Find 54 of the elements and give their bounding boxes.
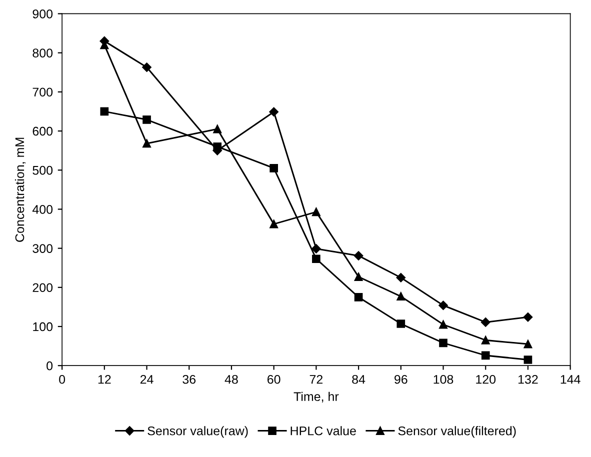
point (100, 107, 109, 116)
point (312, 244, 321, 254)
x-tick-label: 108 (434, 374, 454, 384)
y-axis-title: Concentration, mM (14, 138, 26, 242)
x-tick-label: 48 (224, 374, 238, 384)
point (439, 338, 448, 348)
point (142, 139, 151, 148)
point (142, 116, 151, 124)
legend-label: Sensor value(filtered) (398, 426, 516, 438)
point (439, 320, 448, 329)
x-tick-label: 36 (182, 374, 196, 384)
y-tick-label: 500 (32, 166, 53, 175)
point (213, 124, 222, 134)
point (524, 340, 532, 348)
x-tick-label: 12 (98, 374, 111, 384)
y-tick-label: 400 (32, 205, 53, 214)
point (270, 220, 278, 228)
x-tick-label: 144 (560, 375, 580, 384)
y-tick-label: 700 (32, 88, 53, 97)
x-tick-label: 96 (394, 374, 408, 384)
point (269, 107, 278, 116)
point (480, 318, 490, 327)
point (312, 208, 320, 216)
point (354, 293, 363, 302)
legend-label: HPLC value (290, 426, 356, 436)
point (270, 164, 278, 172)
x-tick-label: 120 (476, 374, 496, 384)
legend-label: Sensor value(raw) (148, 426, 248, 438)
point (523, 312, 533, 322)
y-tick-label: 900 (32, 10, 53, 18)
point (396, 320, 406, 328)
point (481, 336, 490, 344)
x-tick-label: 24 (140, 374, 154, 384)
point (481, 351, 490, 360)
point (354, 272, 363, 282)
point (438, 300, 448, 310)
point (524, 356, 532, 364)
y-tick-label: 100 (33, 322, 53, 332)
y-tick-label: 600 (32, 126, 53, 136)
x-tick-label: 132 (518, 374, 538, 384)
x-tick-label: 60 (268, 374, 280, 384)
point (142, 62, 152, 72)
point (396, 292, 406, 301)
x-tick-label: 72 (310, 374, 323, 384)
y-tick-label: 200 (32, 283, 53, 292)
x-axis-title: Time, hr (294, 392, 339, 402)
point (354, 251, 364, 260)
x-tick-label: 0 (59, 374, 66, 384)
point (312, 254, 320, 264)
y-tick-label: 0 (46, 361, 53, 370)
point (396, 273, 406, 282)
y-tick-label: 300 (32, 244, 53, 253)
y-tick-label: 800 (32, 48, 53, 58)
x-tick-label: 84 (352, 374, 366, 384)
